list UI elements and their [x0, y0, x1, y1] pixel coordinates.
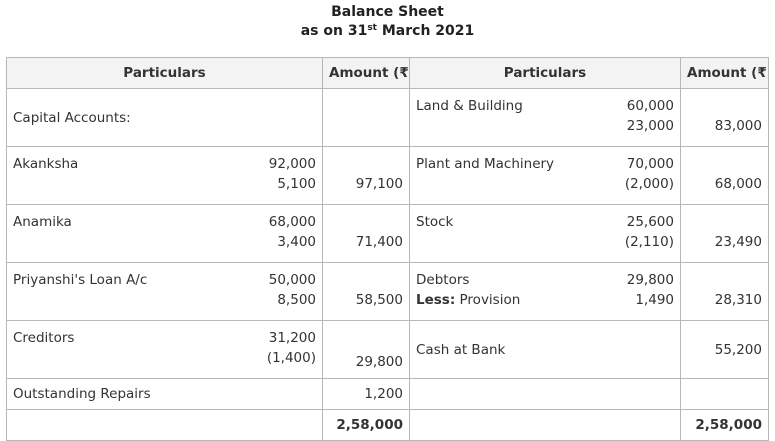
liabilities-amount-header: Amount (₹) — [322, 57, 410, 89]
stock-cell: Stock 25,600 (2,110) — [409, 204, 681, 263]
table-row: Creditors 31,200 (1,400) 29,800 Cash at B… — [6, 320, 769, 379]
akanksha-sub1: 92,000 — [268, 156, 316, 172]
akanksha-sub2: 5,100 — [277, 176, 316, 192]
table-row: Outstanding Repairs 1,200 — [6, 378, 769, 410]
assets-particulars-header: Particulars — [409, 57, 681, 89]
cash-at-bank-label: Cash at Bank — [409, 320, 681, 379]
debtors-less-provision: Less: Provision — [416, 292, 521, 308]
land-building-sub1: 60,000 — [626, 98, 674, 114]
liabilities-total-label — [6, 409, 323, 441]
akanksha-cell: Akanksha 92,000 5,100 — [6, 146, 323, 205]
plant-machinery-sub2: (2,000) — [624, 176, 674, 192]
stock-sub2: (2,110) — [624, 234, 674, 250]
header-row: Particulars Amount (₹) Particulars Amoun… — [6, 57, 769, 89]
balance-sheet-date: as on 31st March 2021 — [300, 23, 475, 39]
assets-amount-header: Amount (₹) — [680, 57, 769, 89]
stock-amount: 23,490 — [680, 204, 769, 263]
debtors-sub2: 1,490 — [635, 292, 674, 308]
balance-sheet-table: Particulars Amount (₹) Particulars Amoun… — [6, 57, 769, 441]
land-building-sub2: 23,000 — [626, 118, 674, 134]
capital-accounts-amount — [322, 88, 410, 147]
balance-sheet-title: Balance Sheet — [331, 4, 444, 20]
creditors-sub2: (1,400) — [266, 350, 316, 366]
capital-accounts-label: Capital Accounts: — [6, 88, 323, 147]
land-building-amount: 83,000 — [680, 88, 769, 147]
outstanding-repairs-label: Outstanding Repairs — [6, 378, 323, 410]
land-building-label: Land & Building — [416, 98, 523, 114]
plant-machinery-amount: 68,000 — [680, 146, 769, 205]
stock-label: Stock — [416, 214, 454, 230]
anamika-amount: 71,400 — [322, 204, 410, 263]
anamika-label: Anamika — [13, 214, 72, 230]
assets-total-label — [409, 409, 681, 441]
debtors-cell: Debtors 29,800 Less: Provision 1,490 — [409, 262, 681, 321]
land-building-cell: Land & Building 60,000 23,000 — [409, 88, 681, 147]
liabilities-particulars-header: Particulars — [6, 57, 323, 89]
creditors-amount: 29,800 — [322, 320, 410, 379]
priyanshi-loan-sub2: 8,500 — [277, 292, 316, 308]
priyanshi-loan-label: Priyanshi's Loan A/c — [13, 272, 148, 288]
empty-assets-cell — [409, 378, 681, 410]
debtors-amount: 28,310 — [680, 262, 769, 321]
priyanshi-loan-cell: Priyanshi's Loan A/c 50,000 8,500 — [6, 262, 323, 321]
cash-at-bank-amount: 55,200 — [680, 320, 769, 379]
table-row: Anamika 68,000 3,400 71,400 Stock 25,600 (… — [6, 204, 769, 263]
table-row: Akanksha 92,000 5,100 97,100 Plant and Ma… — [6, 146, 769, 205]
akanksha-amount: 97,100 — [322, 146, 410, 205]
creditors-label: Creditors — [13, 330, 75, 346]
empty-assets-amount — [680, 378, 769, 410]
plant-machinery-cell: Plant and Machinery 70,000 (2,000) — [409, 146, 681, 205]
liabilities-total: 2,58,000 — [322, 409, 410, 441]
outstanding-repairs-amount: 1,200 — [322, 378, 410, 410]
assets-total: 2,58,000 — [680, 409, 769, 441]
anamika-sub2: 3,400 — [277, 234, 316, 250]
plant-machinery-label: Plant and Machinery — [416, 156, 555, 172]
table-row: Capital Accounts: Land & Building 60,000 … — [6, 88, 769, 147]
akanksha-label: Akanksha — [13, 156, 79, 172]
plant-machinery-sub1: 70,000 — [626, 156, 674, 172]
debtors-sub1: 29,800 — [626, 272, 674, 288]
debtors-label: Debtors — [416, 272, 470, 288]
priyanshi-loan-amount: 58,500 — [322, 262, 410, 321]
creditors-sub1: 31,200 — [268, 330, 316, 346]
creditors-cell: Creditors 31,200 (1,400) — [6, 320, 323, 379]
priyanshi-loan-sub1: 50,000 — [268, 272, 316, 288]
table-row: Priyanshi's Loan A/c 50,000 8,500 58,500 … — [6, 262, 769, 321]
stock-sub1: 25,600 — [626, 214, 674, 230]
anamika-sub1: 68,000 — [268, 214, 316, 230]
totals-row: 2,58,000 2,58,000 — [6, 409, 769, 441]
anamika-cell: Anamika 68,000 3,400 — [6, 204, 323, 263]
